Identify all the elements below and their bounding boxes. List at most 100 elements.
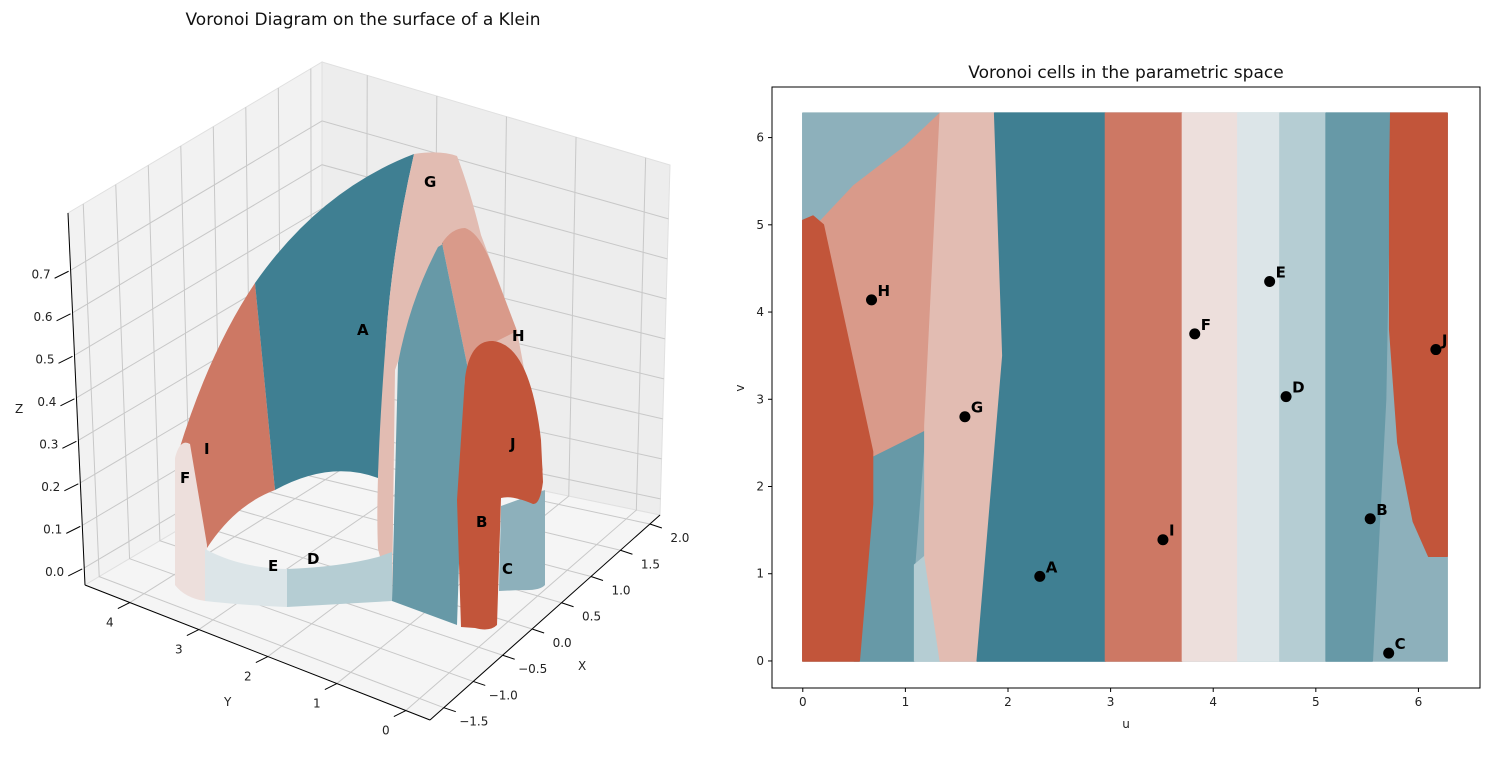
voronoi-cell-A bbox=[976, 112, 1107, 662]
x-tick bbox=[531, 628, 545, 634]
z-tick-label: 0.4 bbox=[37, 395, 56, 409]
z-tick bbox=[54, 270, 69, 279]
z-tick-label: 0.3 bbox=[39, 437, 58, 451]
z-tick-label: 0.6 bbox=[33, 310, 52, 324]
y-tick-label: 5 bbox=[756, 218, 764, 232]
x-tick bbox=[502, 654, 515, 660]
z-tick-label: 0.7 bbox=[32, 267, 51, 281]
site-point-E bbox=[1264, 276, 1276, 288]
site-label-A: A bbox=[357, 321, 369, 339]
y-tick bbox=[117, 602, 131, 609]
x-gridline bbox=[82, 203, 444, 709]
x-tick-label: 0 bbox=[799, 695, 807, 709]
site-label-J: J bbox=[1441, 332, 1448, 350]
y-tick-label: 1 bbox=[313, 697, 321, 711]
site-label-E: E bbox=[1276, 264, 1286, 282]
y-tick-label: 6 bbox=[756, 131, 764, 145]
site-point-J bbox=[1430, 344, 1442, 356]
x-tick bbox=[561, 602, 574, 608]
cell-A-surface bbox=[255, 154, 414, 490]
cell-I-surface bbox=[179, 283, 275, 548]
x-tick-label: 2.0 bbox=[670, 531, 689, 545]
z-axis-line bbox=[67, 212, 86, 586]
z-tick-label: 0.2 bbox=[41, 480, 60, 494]
z-tick-label: 0.0 bbox=[45, 565, 64, 579]
y-tick bbox=[393, 710, 407, 717]
x-gridline bbox=[115, 184, 474, 682]
voronoi-cell-B bbox=[1325, 112, 1392, 662]
y-tick-label: 0 bbox=[382, 724, 390, 738]
x-tick-label: −1.5 bbox=[459, 715, 488, 729]
x-tick bbox=[443, 707, 456, 713]
site-label-E: E bbox=[268, 557, 278, 575]
x-tick bbox=[473, 680, 486, 686]
voronoi-cell-J bbox=[1388, 112, 1448, 558]
site-label-A: A bbox=[1046, 558, 1058, 576]
voronoi-cell-I bbox=[1104, 112, 1184, 662]
z-tick-label: 0.5 bbox=[35, 352, 54, 366]
y-tick-label: 0 bbox=[756, 654, 764, 668]
x-tick-label: 6 bbox=[1415, 695, 1423, 709]
cell-H-surface bbox=[442, 228, 517, 374]
z-gridline bbox=[74, 207, 667, 356]
z-tick bbox=[58, 355, 73, 364]
site-label-B: B bbox=[476, 513, 487, 531]
x-tick-label: 3 bbox=[1107, 695, 1115, 709]
plot-frame bbox=[771, 86, 1481, 689]
cell-G-surface bbox=[377, 152, 543, 601]
site-point-I bbox=[1157, 534, 1169, 546]
x-tick bbox=[620, 549, 633, 555]
y-tick bbox=[186, 629, 200, 636]
site-point-G bbox=[959, 411, 971, 423]
x-axis-label: u bbox=[1122, 717, 1130, 731]
cell-C-surface bbox=[499, 490, 545, 591]
site-label-B: B bbox=[1376, 501, 1387, 519]
y-tick-label: 4 bbox=[106, 616, 114, 630]
site-label-J: J bbox=[509, 435, 516, 453]
x-tick-label: 1.0 bbox=[611, 584, 630, 598]
z-axis-label-3d: Z bbox=[15, 402, 23, 416]
x-tick-label: −0.5 bbox=[518, 662, 547, 676]
right-chart-title: Voronoi cells in the parametric space bbox=[968, 63, 1283, 83]
z-gridline bbox=[70, 120, 669, 271]
x-tick-label: 4 bbox=[1209, 695, 1217, 709]
site-label-D: D bbox=[307, 550, 319, 568]
y-axis-label: v bbox=[733, 384, 747, 391]
y-tick-label: 1 bbox=[756, 567, 764, 581]
y-axis-line bbox=[84, 584, 431, 721]
cell-J-surface bbox=[457, 340, 543, 630]
y-tick-label: 2 bbox=[244, 670, 252, 684]
klein-surface bbox=[175, 152, 545, 630]
voronoi-cells bbox=[802, 112, 1448, 662]
x-tick bbox=[649, 523, 663, 529]
site-label-G: G bbox=[971, 399, 983, 417]
site-point-B bbox=[1364, 513, 1376, 525]
y-gridline bbox=[336, 137, 577, 684]
site-label-G: G bbox=[424, 173, 436, 191]
y-tick-label: 3 bbox=[175, 643, 183, 657]
x-tick-label: 0.5 bbox=[582, 610, 601, 624]
z-tick bbox=[60, 398, 75, 407]
x-tick-label: 2 bbox=[1004, 695, 1012, 709]
cell-D-surface bbox=[287, 552, 392, 607]
tick-labels: 0 1 2 3 4 5 6 0 1 2 3 4 5 6 bbox=[756, 131, 1422, 709]
site-label-I: I bbox=[1169, 522, 1175, 540]
y-gridline bbox=[405, 157, 647, 711]
site-point-C bbox=[1383, 647, 1395, 659]
x-tick-label: 5 bbox=[1312, 695, 1320, 709]
site-label-F: F bbox=[180, 469, 190, 487]
voronoi-cell-J bbox=[802, 215, 874, 662]
y-tick bbox=[324, 683, 338, 690]
y-axis-label-3d: Y bbox=[223, 695, 232, 709]
site-label-H: H bbox=[512, 327, 525, 345]
site-points: A B C D E F G H I J bbox=[866, 264, 1447, 659]
site-point-D bbox=[1280, 391, 1292, 403]
cell-F-surface bbox=[175, 442, 207, 601]
3d-site-labels: A B C D E F G H I J bbox=[180, 173, 525, 578]
x-tick bbox=[590, 576, 604, 581]
x-axis-label-3d: X bbox=[578, 659, 586, 673]
y-tick-label: 4 bbox=[756, 305, 764, 319]
site-label-C: C bbox=[502, 560, 513, 578]
cell-E-surface bbox=[205, 549, 287, 607]
x-axis-line bbox=[429, 514, 661, 721]
